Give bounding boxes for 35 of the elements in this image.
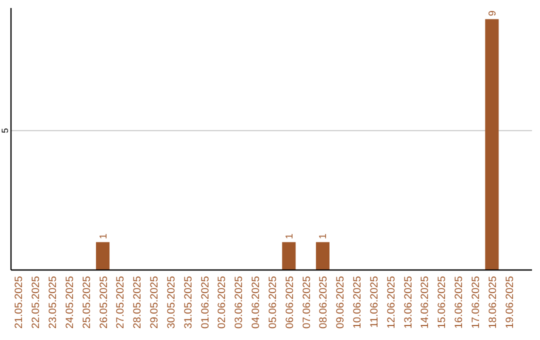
- x-tick-label: 02.06.2025: [216, 276, 228, 329]
- x-tick-label: 06.06.2025: [284, 276, 296, 329]
- data-label: 1: [318, 233, 330, 240]
- x-tick-label: 11.06.2025: [368, 276, 380, 328]
- x-tick-label: 21.05.2025: [13, 276, 26, 329]
- data-label: 1: [284, 233, 296, 240]
- x-tick-label: 28.05.2025: [132, 276, 144, 329]
- x-tick-label: 09.06.2025: [334, 276, 347, 329]
- x-tick-label: 13.06.2025: [402, 276, 414, 329]
- x-tick-label: 15.06.2025: [436, 276, 448, 329]
- y-tick-label: 5: [0, 128, 10, 134]
- x-tick-label: 25.05.2025: [80, 276, 93, 329]
- x-tick-label: 31.05.2025: [182, 276, 194, 329]
- x-tick-label: 01.06.2025: [199, 276, 212, 329]
- x-tick-label: 07.06.2025: [300, 276, 313, 329]
- x-tick-label: 04.06.2025: [250, 276, 262, 329]
- x-tick-label: 17.06.2025: [470, 276, 482, 329]
- x-tick-label: 16.06.2025: [453, 276, 466, 329]
- data-label: 1: [98, 233, 110, 240]
- x-tick-label: 19.06.2025: [504, 276, 516, 329]
- x-tick-label: 12.06.2025: [385, 276, 398, 329]
- x-tick-label: 26.05.2025: [98, 276, 110, 329]
- x-tick-label: 22.05.2025: [30, 276, 42, 329]
- x-tick-label: 29.05.2025: [148, 276, 161, 329]
- x-tick-label: 18.06.2025: [486, 276, 499, 329]
- x-tick-label: 08.06.2025: [318, 276, 330, 329]
- x-tick-label: 03.06.2025: [233, 276, 246, 329]
- x-tick-label: 23.05.2025: [46, 276, 59, 329]
- x-tick-label: 10.06.2025: [352, 276, 364, 329]
- x-tick-label: 14.06.2025: [419, 276, 432, 329]
- x-tick-label: 30.05.2025: [165, 276, 178, 329]
- x-tick-label: 24.05.2025: [64, 276, 76, 329]
- x-tick-label: 27.05.2025: [114, 276, 127, 329]
- data-label: 9: [487, 10, 498, 16]
- x-tick-label: 05.06.2025: [266, 276, 279, 329]
